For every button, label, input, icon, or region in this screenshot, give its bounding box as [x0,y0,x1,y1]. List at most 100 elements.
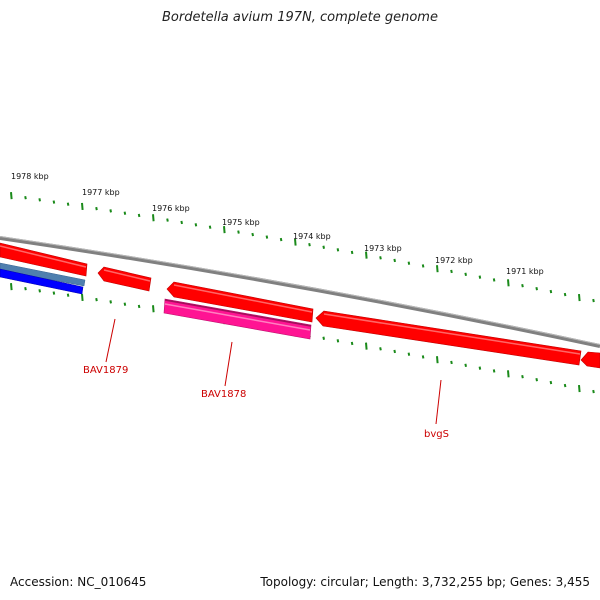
minor-tick [109,209,112,213]
minor-tick [52,200,56,204]
kbp-label: 1971 kbp [506,267,544,276]
minor-tick [137,304,141,309]
forward-gene-highlight [323,313,581,355]
minor-tick [592,298,595,303]
minor-tick [592,389,595,394]
minor-tick [166,218,169,222]
major-tick [507,279,510,287]
minor-tick [478,275,482,279]
minor-tick [322,336,325,340]
reverse-gene-blue[interactable] [0,268,84,295]
outer-tick-track [10,192,595,303]
gene-label-bvgs[interactable]: bvgS [424,429,449,440]
minor-tick [464,363,467,367]
forward-gene-arrow[interactable] [315,310,582,366]
gene-label-leader [435,379,442,425]
minor-tick [109,300,112,304]
kbp-label: 1976 kbp [152,204,190,213]
major-tick [365,251,368,259]
reverse-gene-magenta[interactable] [163,298,312,340]
genome-backbone [0,236,600,348]
minor-tick [421,264,425,268]
minor-tick [521,375,524,379]
major-tick [294,238,297,246]
genome-summary: Topology: circular; Length: 3,732,255 bp… [260,575,590,589]
minor-tick [350,250,354,255]
page-title: Bordetella avium 197N, complete genome [162,10,438,25]
minor-tick [393,349,396,354]
minor-tick [336,339,340,343]
gene-label-bav1879[interactable]: BAV1879 [83,365,128,376]
kbp-label: 1972 kbp [435,256,473,265]
forward-gene-highlight [173,284,313,313]
minor-tick [265,235,269,239]
major-tick [436,265,439,273]
forward-gene-highlight [0,245,87,268]
forward-gene-arrow[interactable] [580,351,600,369]
minor-tick [407,261,411,265]
minor-tick [549,380,553,385]
minor-tick [38,289,41,293]
inner-tick-track [10,283,595,394]
minor-tick [52,291,56,295]
minor-tick [379,256,382,260]
major-tick [507,370,510,378]
minor-tick [208,225,212,229]
minor-tick [180,220,183,225]
minor-tick [563,292,567,297]
reverse-gene-highlight [164,303,311,331]
minor-tick [137,213,141,218]
genome-backbone-highlight [0,236,600,345]
minor-tick [279,237,283,242]
minor-tick [535,286,538,291]
gene-label-leader [224,341,233,387]
kbp-label: 1978 kbp [11,172,49,181]
minor-tick [308,242,311,247]
minor-tick [95,297,98,302]
minor-tick [24,196,27,200]
minor-tick [535,377,538,382]
minor-tick [123,211,127,215]
major-tick [10,283,13,291]
kbp-label: 1973 kbp [364,244,402,253]
minor-tick [66,293,70,297]
major-tick [152,305,155,313]
minor-tick [251,232,254,237]
minor-tick [450,360,453,365]
major-tick [365,342,368,350]
minor-tick [450,269,453,274]
minor-tick [350,341,354,346]
major-tick [81,293,84,301]
forward-gene-highlight [103,269,151,282]
kbp-label: 1974 kbp [293,232,331,241]
minor-tick [492,369,496,373]
gene-label-bav1878[interactable]: BAV1878 [201,389,246,400]
forward-gene-arrow[interactable] [97,266,152,292]
minor-tick [66,202,70,206]
gene-label-leader [105,318,116,363]
major-tick [578,293,581,302]
accession-label: Accession: NC_010645 [10,575,147,589]
reverse-gene-steel[interactable] [0,262,86,287]
major-tick [578,384,581,393]
minor-tick [478,366,482,370]
major-tick [223,226,226,234]
minor-tick [194,223,198,227]
minor-tick [322,245,325,249]
major-tick [436,356,439,364]
minor-tick [237,230,240,234]
minor-tick [379,347,382,351]
forward-gene-arrow[interactable] [166,281,314,323]
major-tick [152,214,155,222]
minor-tick [336,248,340,252]
major-tick [81,202,84,210]
minor-tick [407,352,411,356]
minor-tick [549,289,553,294]
minor-tick [421,355,425,359]
minor-tick [464,272,467,276]
minor-tick [521,284,524,288]
reverse-gene-shadow [164,299,312,327]
minor-tick [24,287,27,291]
minor-tick [492,278,496,282]
